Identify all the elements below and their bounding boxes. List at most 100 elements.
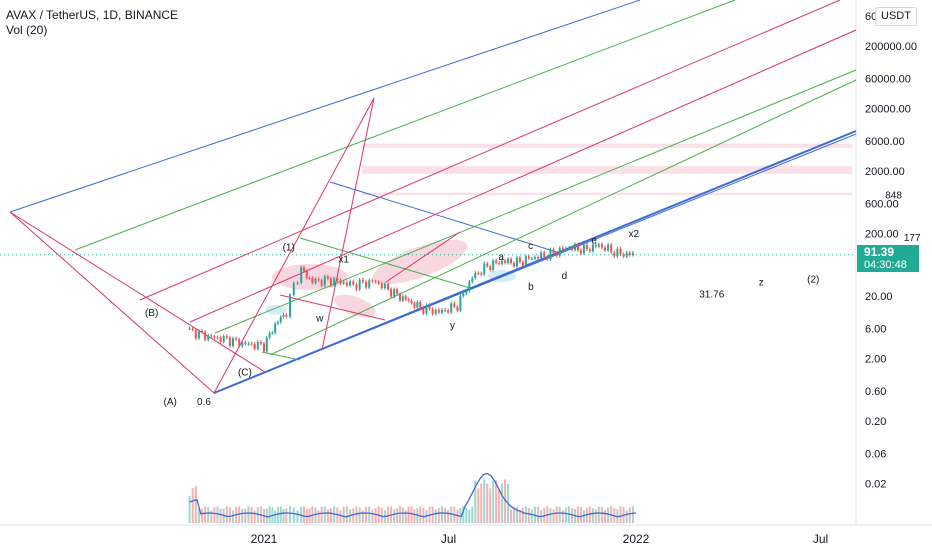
pitchfork-red-1 [139, 0, 841, 301]
candle-body [546, 256, 549, 260]
wave-zone-w [265, 305, 287, 315]
pitchfork-green-2 [214, 69, 857, 334]
volume-bar [474, 480, 477, 523]
volume-bar [268, 506, 271, 523]
candle-body [393, 289, 396, 297]
candle-body [444, 309, 447, 311]
volume-bar [285, 508, 288, 523]
price-tick-label: 20000.00 [865, 104, 911, 116]
candle-body [616, 248, 619, 257]
candle-body [398, 293, 401, 301]
wave-label: c [528, 241, 533, 252]
wave-label: (B) [145, 308, 158, 319]
time-axis[interactable]: 2021Jul2022Jul2023 [251, 532, 932, 546]
candle-body [201, 331, 203, 333]
candle-body [345, 282, 348, 286]
time-tick-label: 2021 [251, 532, 278, 546]
candle-body [579, 250, 582, 254]
time-tick-label: Jul [441, 532, 456, 546]
candle-body [390, 289, 393, 297]
candle-body [459, 296, 462, 311]
candle-body [250, 343, 253, 345]
volume-bar [462, 506, 465, 523]
volume-bar [607, 507, 610, 523]
volume-bar [314, 507, 317, 523]
volume-bar [510, 509, 513, 523]
candle-body [326, 276, 329, 279]
volume-bar [619, 506, 622, 523]
candle-body [342, 282, 345, 284]
candle-body [619, 248, 622, 255]
symbol-title[interactable]: AVAX / TetherUS, 1D, BINANCE [6, 8, 179, 22]
price-tick-label: 600.00 [865, 199, 899, 211]
volume-bar [213, 507, 216, 523]
volume-bar [459, 507, 462, 523]
candle-body [289, 294, 292, 317]
volume-bar [296, 510, 299, 523]
target-zone-848 [362, 192, 852, 196]
candle-body [628, 252, 631, 256]
candle-body [228, 337, 231, 347]
volume-bar [434, 509, 437, 523]
volume-bar [422, 507, 425, 523]
volume-bar [194, 486, 197, 523]
candle-body [540, 252, 543, 259]
wave-label: (C) [238, 367, 252, 378]
candle-body [210, 335, 213, 337]
candle-body [317, 279, 320, 281]
volume-bar [628, 507, 631, 523]
price-axis[interactable]: 600000.00200000.0060000.0020000.006000.0… [865, 11, 917, 490]
candle-body [274, 323, 277, 333]
candle-body [477, 272, 480, 274]
volume-bar [561, 510, 564, 523]
indicator-legend[interactable]: Vol (20) [6, 23, 48, 37]
volume-bar [579, 506, 582, 523]
wave-zone-y [334, 294, 376, 318]
candle-body [573, 244, 576, 250]
volume-bar [549, 508, 552, 523]
volume-bar [489, 488, 492, 523]
volume-bar [289, 506, 292, 523]
volume-bar [368, 506, 371, 523]
candle-body [518, 257, 521, 262]
candle-body [404, 296, 407, 300]
candle-body [410, 300, 413, 303]
pitchfork-red-spine-2 [321, 97, 375, 351]
candle-body [521, 261, 524, 266]
volume-bar [323, 506, 326, 523]
candle-body [352, 281, 355, 285]
volume-bar [486, 483, 489, 523]
candle-body [501, 260, 504, 264]
candle-body [610, 244, 613, 253]
candle-body [549, 249, 552, 260]
candle-body [428, 305, 431, 309]
volume-bar [241, 508, 244, 523]
candle-body [374, 281, 377, 283]
wave-labels: (X)368.5(B)(C)(A)0.6(1)x1wyabcdex2z31.76… [145, 190, 921, 408]
candle-body [207, 335, 210, 340]
candle-body [339, 280, 342, 284]
candle-body [358, 279, 361, 290]
candle-body [434, 309, 437, 315]
candle-body [361, 279, 364, 283]
volume-bar [191, 488, 194, 523]
candle-body [447, 310, 450, 313]
candle-body [377, 282, 380, 284]
volume-bar [339, 510, 342, 523]
volume-bar [571, 508, 574, 523]
volume-bar [521, 507, 524, 523]
volume-bar [600, 506, 603, 523]
candle-body [256, 341, 259, 349]
volume-bar [495, 480, 498, 523]
currency-button[interactable]: USDT [875, 7, 917, 26]
wave-label: 177 [904, 233, 921, 244]
chart-grid [0, 0, 932, 526]
candle-body [300, 267, 303, 283]
candle-body [333, 278, 336, 286]
wave-label: y [450, 320, 455, 331]
volume-bar [225, 506, 228, 523]
volume-bar [371, 509, 374, 523]
candle-body [558, 248, 561, 257]
volume-bar [256, 507, 259, 523]
